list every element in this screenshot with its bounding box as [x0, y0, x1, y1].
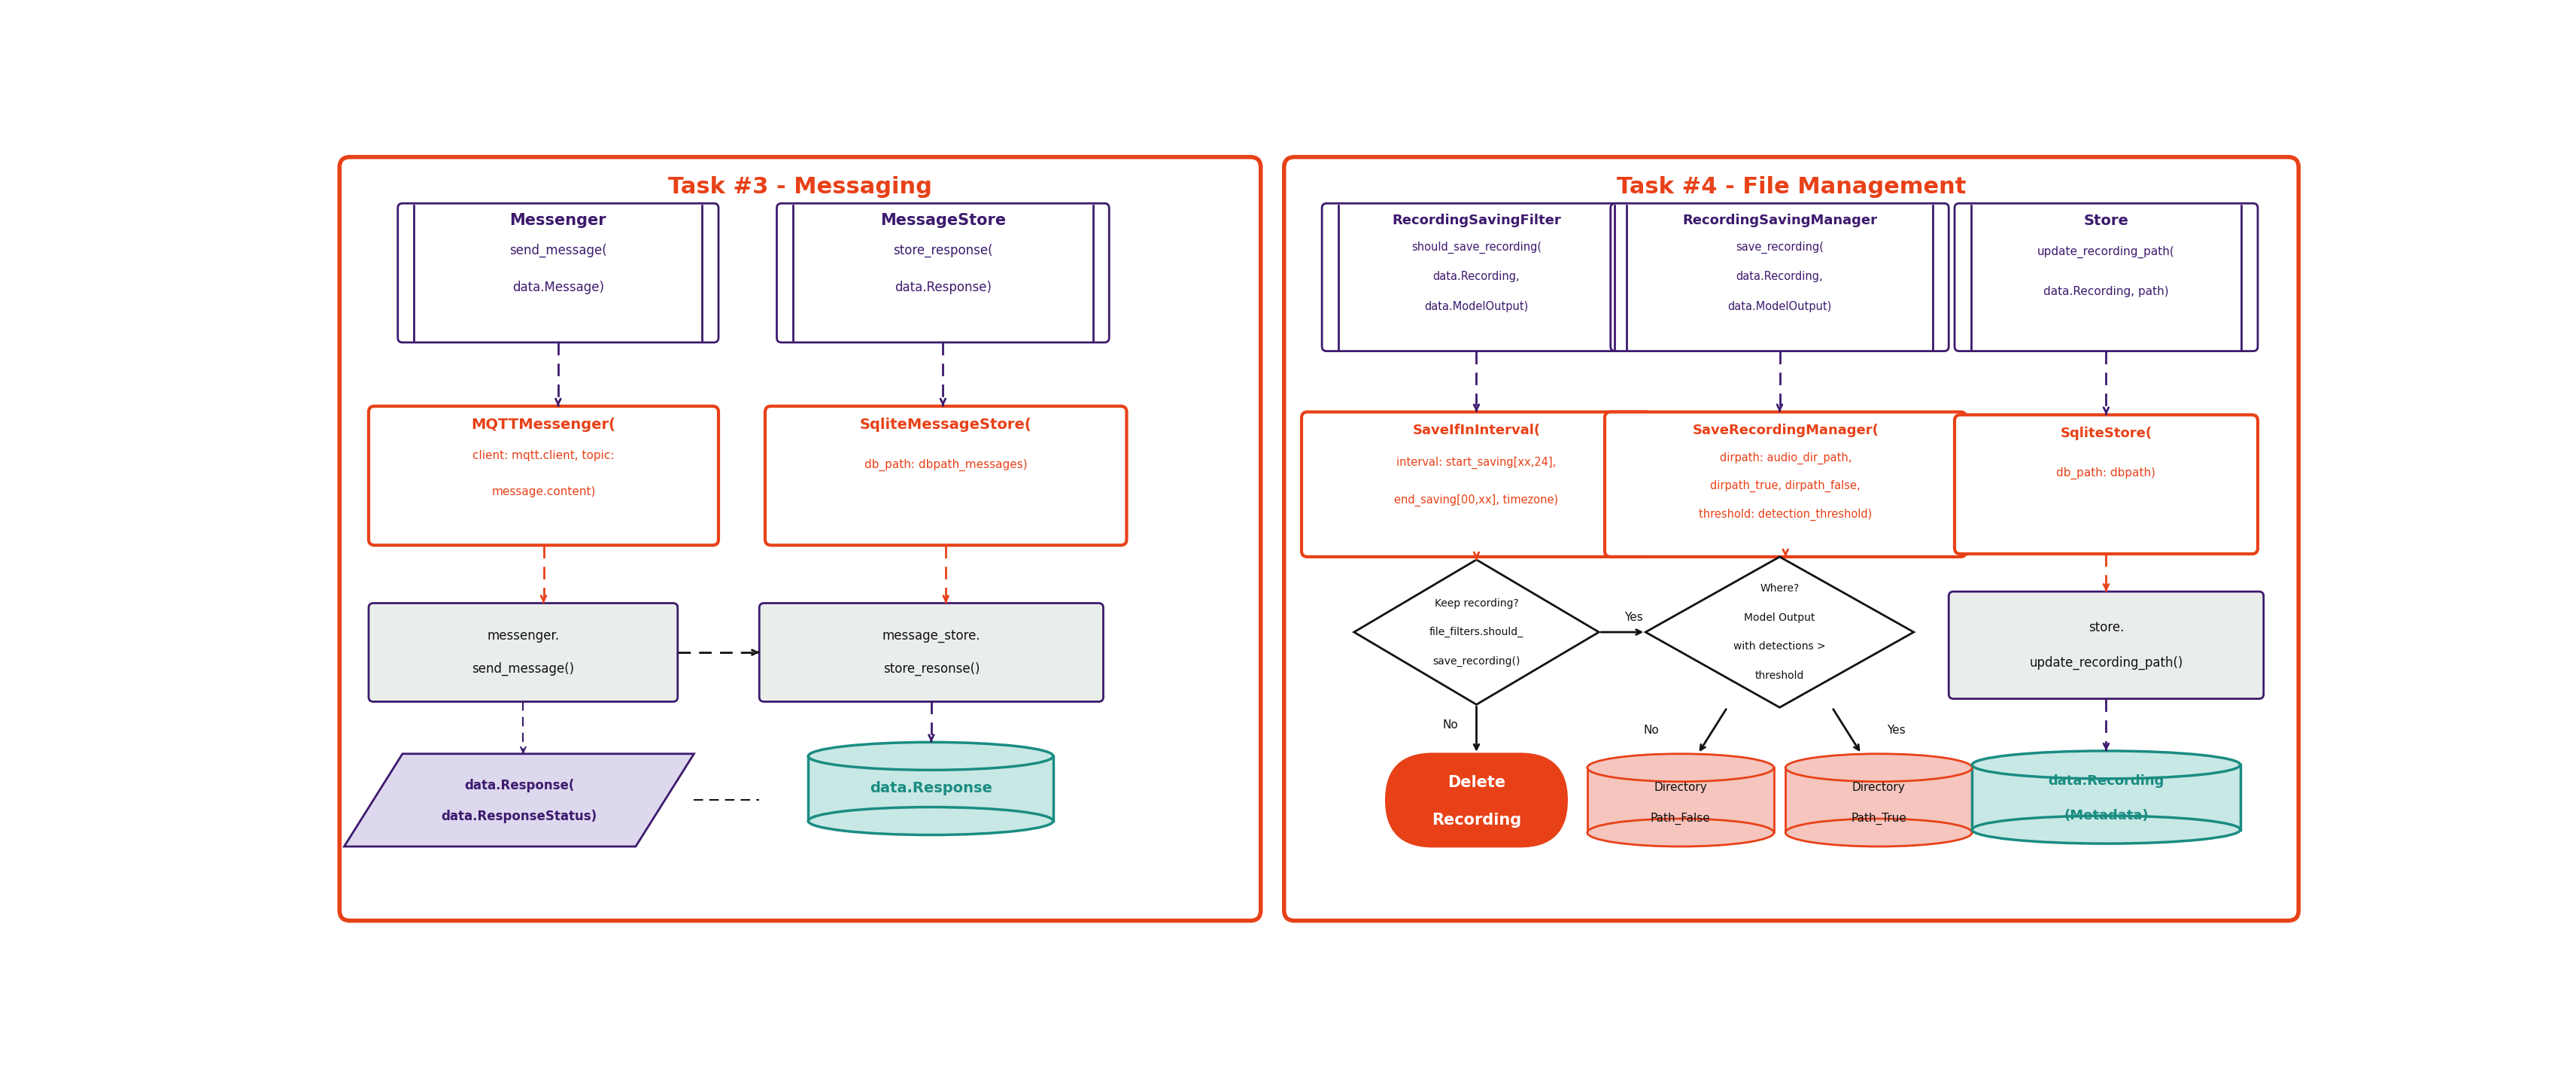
Text: data.Response(: data.Response(: [464, 779, 574, 793]
FancyBboxPatch shape: [1321, 204, 1631, 351]
Text: RecordingSavingFilter: RecordingSavingFilter: [1391, 214, 1561, 227]
Text: Recording: Recording: [1432, 813, 1522, 828]
FancyBboxPatch shape: [1283, 157, 2298, 921]
Text: SaveIfInInterval(: SaveIfInInterval(: [1412, 424, 1540, 437]
FancyBboxPatch shape: [368, 603, 677, 702]
Text: file_filters.should_: file_filters.should_: [1430, 626, 1522, 637]
Text: RecordingSavingManager: RecordingSavingManager: [1682, 214, 1878, 227]
Text: update_recording_path(: update_recording_path(: [2038, 246, 2174, 258]
Text: Yes: Yes: [1625, 612, 1643, 623]
Text: update_recording_path(): update_recording_path(): [2030, 656, 2182, 670]
Text: save_recording(): save_recording(): [1432, 656, 1520, 667]
FancyBboxPatch shape: [368, 407, 719, 545]
Text: Directory: Directory: [1852, 782, 1906, 793]
Polygon shape: [345, 753, 693, 846]
Text: data.ModelOutput): data.ModelOutput): [1425, 301, 1528, 313]
Text: No: No: [1443, 719, 1458, 731]
Text: message_store.: message_store.: [881, 630, 981, 642]
FancyBboxPatch shape: [778, 204, 1110, 343]
Text: Task #3 - Messaging: Task #3 - Messaging: [667, 176, 933, 198]
Ellipse shape: [1587, 818, 1775, 846]
Text: Model Output: Model Output: [1744, 612, 1816, 623]
Bar: [1973, 765, 2241, 830]
FancyBboxPatch shape: [340, 157, 1260, 921]
Text: dirpath: audio_dir_path,: dirpath: audio_dir_path,: [1721, 451, 1852, 464]
Polygon shape: [1355, 560, 1600, 704]
Text: data.Message): data.Message): [513, 281, 603, 294]
Text: SqliteMessageStore(: SqliteMessageStore(: [860, 417, 1033, 432]
Text: Path_True: Path_True: [1852, 813, 1906, 825]
Text: send_message(): send_message(): [471, 662, 574, 675]
Text: client: mqtt.client, topic:: client: mqtt.client, topic:: [471, 450, 616, 462]
Text: Task #4 - File Management: Task #4 - File Management: [1618, 176, 1965, 198]
FancyBboxPatch shape: [1947, 591, 2264, 699]
Ellipse shape: [1785, 818, 1973, 846]
FancyBboxPatch shape: [760, 603, 1103, 702]
FancyBboxPatch shape: [1605, 412, 1965, 557]
Ellipse shape: [1973, 816, 2241, 844]
Text: interval: start_saving[xx,24],: interval: start_saving[xx,24],: [1396, 457, 1556, 468]
Text: No: No: [1643, 724, 1659, 736]
FancyBboxPatch shape: [1610, 204, 1947, 351]
Text: data.Response): data.Response): [894, 281, 992, 294]
Text: Directory: Directory: [1654, 782, 1708, 793]
Text: Keep recording?: Keep recording?: [1435, 598, 1517, 608]
Text: Store: Store: [2084, 213, 2128, 228]
Text: Where?: Where?: [1759, 584, 1798, 594]
Text: data.ResponseStatus): data.ResponseStatus): [440, 810, 598, 823]
Text: data.ModelOutput): data.ModelOutput): [1728, 301, 1832, 313]
Ellipse shape: [809, 807, 1054, 834]
Text: Path_False: Path_False: [1651, 813, 1710, 825]
Ellipse shape: [1973, 751, 2241, 779]
Text: data.Response: data.Response: [871, 781, 992, 796]
Ellipse shape: [1587, 753, 1775, 782]
Text: store_response(: store_response(: [894, 243, 992, 257]
Ellipse shape: [809, 743, 1054, 770]
Text: SqliteStore(: SqliteStore(: [2061, 427, 2151, 441]
Text: save_recording(: save_recording(: [1736, 241, 1824, 253]
FancyBboxPatch shape: [1955, 204, 2257, 351]
Text: db_path: dbpath): db_path: dbpath): [2056, 467, 2156, 479]
Text: db_path: dbpath_messages): db_path: dbpath_messages): [866, 459, 1028, 471]
Text: MessageStore: MessageStore: [881, 213, 1005, 228]
Bar: [1587, 767, 1775, 832]
Text: send_message(: send_message(: [510, 243, 608, 257]
Text: data.Recording: data.Recording: [2048, 775, 2164, 787]
Text: dirpath_true, dirpath_false,: dirpath_true, dirpath_false,: [1710, 480, 1860, 492]
Text: should_save_recording(: should_save_recording(: [1412, 241, 1540, 253]
Text: Yes: Yes: [1888, 724, 1906, 736]
Polygon shape: [1646, 557, 1914, 707]
Text: store_resonse(): store_resonse(): [884, 662, 979, 675]
Text: threshold: detection_threshold): threshold: detection_threshold): [1698, 508, 1873, 521]
Ellipse shape: [1785, 753, 1973, 782]
Text: message.content): message.content): [492, 485, 595, 497]
Bar: [809, 757, 1054, 821]
Text: data.Recording,: data.Recording,: [1432, 271, 1520, 283]
FancyBboxPatch shape: [397, 204, 719, 343]
Text: (Metadata): (Metadata): [2063, 809, 2148, 823]
Text: with detections >: with detections >: [1734, 641, 1826, 652]
Text: messenger.: messenger.: [487, 630, 559, 642]
FancyBboxPatch shape: [765, 407, 1126, 545]
Bar: [1785, 767, 1973, 832]
Text: data.Recording, path): data.Recording, path): [2043, 286, 2169, 298]
Text: MQTTMessenger(: MQTTMessenger(: [471, 417, 616, 432]
Text: end_saving[00,xx], timezone): end_saving[00,xx], timezone): [1394, 494, 1558, 507]
Text: Messenger: Messenger: [510, 213, 605, 228]
Text: store.: store.: [2089, 621, 2125, 634]
Text: threshold: threshold: [1754, 670, 1803, 681]
FancyBboxPatch shape: [1301, 412, 1651, 557]
Text: SaveRecordingManager(: SaveRecordingManager(: [1692, 424, 1878, 437]
Text: data.Recording,: data.Recording,: [1736, 271, 1824, 283]
FancyBboxPatch shape: [1386, 753, 1566, 846]
Text: Delete: Delete: [1448, 776, 1504, 791]
FancyBboxPatch shape: [1955, 415, 2257, 554]
